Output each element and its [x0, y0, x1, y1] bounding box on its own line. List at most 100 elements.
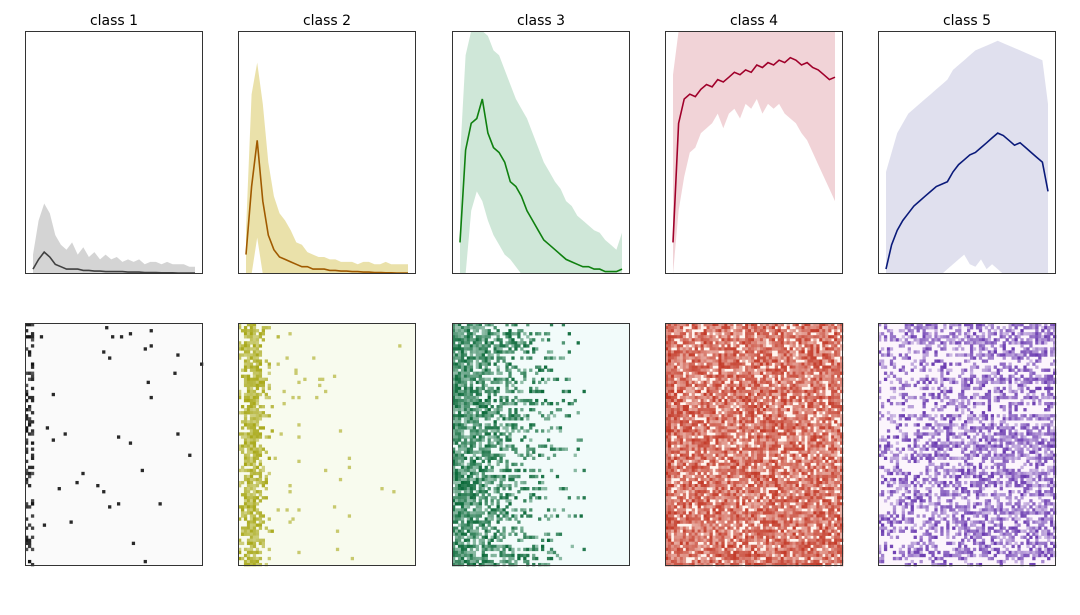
heatmap-cell: [249, 329, 254, 333]
heatmap-cell: [499, 347, 503, 351]
heatmap-cell: [783, 441, 787, 445]
heatmap-cell: [27, 377, 32, 382]
heatmap-cell: [712, 398, 716, 403]
heatmap-cell: [452, 377, 456, 382]
heatmap-cell: [795, 435, 799, 439]
heatmap-cell: [825, 329, 829, 333]
heatmap-cell: [822, 365, 826, 369]
heatmap-cell: [834, 487, 838, 491]
heatmap-cell: [240, 405, 245, 409]
heatmap-cell: [703, 468, 707, 473]
heatmap-cell: [762, 420, 767, 424]
heatmap-cell: [484, 332, 488, 336]
heatmap-cell: [457, 496, 462, 500]
heatmap-cell: [709, 323, 713, 327]
heatmap-cell: [460, 559, 465, 564]
heatmap-cell: [715, 474, 719, 479]
heatmap-cell: [523, 414, 527, 418]
heatmap-cell: [789, 432, 793, 436]
heatmap-cell: [837, 365, 841, 369]
heatmap-cell: [828, 338, 832, 342]
heatmap-cell: [508, 468, 512, 473]
heatmap-cell: [718, 411, 722, 415]
heatmap-cell: [801, 371, 805, 375]
heatmap-cell: [466, 520, 471, 524]
heatmap-cell: [484, 456, 488, 460]
heatmap-cell: [475, 347, 479, 351]
heatmap-cell: [813, 483, 817, 488]
heatmap-cell: [457, 347, 462, 351]
heatmap-cell: [727, 493, 731, 497]
mean-line-4: [672, 56, 836, 243]
heatmap-cell: [762, 353, 767, 357]
heatmap-cell: [25, 526, 29, 530]
heatmap-cell: [508, 477, 512, 482]
heatmap-panel-2: [238, 323, 416, 567]
heatmap-cell: [466, 359, 471, 363]
heatmap-cell: [736, 487, 740, 491]
heatmap-cell: [810, 496, 814, 500]
heatmap-cell: [246, 487, 251, 491]
heatmap-cell: [51, 438, 55, 442]
heatmap-cell: [798, 371, 802, 375]
heatmap-cell: [475, 398, 479, 403]
heatmap-cell: [496, 380, 500, 385]
heatmap-cell: [703, 368, 707, 372]
heatmap-cell: [487, 520, 491, 524]
heatmap-cell: [709, 386, 713, 391]
heatmap-cell: [774, 365, 779, 369]
heatmap-panel-3: [452, 323, 630, 567]
heatmap-cell: [798, 365, 802, 369]
heatmap-cell: [457, 365, 462, 369]
heatmap-cell: [751, 453, 755, 457]
heatmap-cell: [765, 323, 770, 327]
heatmap-cell: [543, 444, 548, 448]
heatmap-cell: [745, 356, 749, 360]
heatmap-cell: [777, 423, 781, 427]
heatmap-cell: [840, 414, 844, 418]
heatmap-cell: [496, 438, 500, 442]
heatmap-cell: [688, 395, 692, 400]
heatmap-cell: [670, 432, 675, 436]
heatmap-cell: [751, 398, 755, 403]
heatmap-cell: [765, 356, 770, 360]
heatmap-cell: [834, 359, 838, 363]
heatmap-cell: [673, 323, 678, 327]
heatmap-cell: [496, 508, 500, 512]
heatmap-cell: [736, 383, 740, 388]
heatmap-cell: [715, 487, 719, 491]
heatmap-cell: [706, 377, 710, 382]
heatmap-cell: [828, 471, 832, 476]
heatmap-cell: [454, 499, 459, 503]
heatmap-cell: [792, 365, 796, 369]
heatmap-cell: [496, 344, 500, 348]
heatmap-cell: [819, 326, 823, 330]
heatmap-cell: [825, 477, 829, 482]
heatmap-cell: [721, 338, 725, 342]
heatmap-cell: [694, 347, 698, 351]
heatmap-cell: [676, 359, 681, 363]
heatmap-cell: [335, 547, 340, 552]
heatmap-cell: [739, 429, 743, 433]
heatmap-cell: [777, 341, 781, 345]
heatmap-cell: [816, 459, 820, 464]
heatmap-cell: [255, 383, 260, 388]
heatmap-cell: [676, 371, 681, 375]
heatmap-cell: [789, 386, 793, 391]
heatmap-cell: [783, 417, 787, 421]
heatmap-cell: [517, 414, 521, 418]
heatmap-cell: [733, 368, 737, 372]
heatmap-cell: [768, 398, 773, 403]
heatmap-cell: [243, 432, 248, 436]
heatmap-cell: [502, 474, 506, 479]
heatmap-cell: [834, 362, 838, 366]
profile-frame-2: [238, 31, 416, 274]
heatmap-cell: [706, 456, 710, 460]
heatmap-cell: [338, 477, 343, 482]
heatmap-cell: [795, 332, 799, 336]
heatmap-cell: [475, 335, 479, 339]
heatmap-cell: [676, 347, 681, 351]
heatmap-cell: [665, 405, 669, 409]
heatmap-cell: [673, 444, 678, 448]
heatmap-cell: [679, 477, 684, 482]
